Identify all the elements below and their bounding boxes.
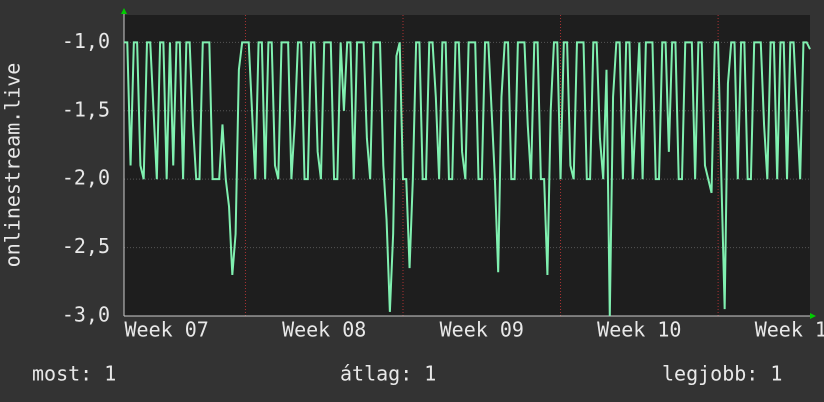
y-tick-label: -2,0 [62,166,110,190]
y-axis-label: onlinestream.live [1,63,25,268]
x-tick-label: Week 11 [755,318,824,342]
x-tick-label: Week 09 [440,318,524,342]
legend-label: most: [32,362,92,386]
x-tick-label: Week 08 [282,318,366,342]
x-tick-label: Week 07 [125,318,209,342]
y-tick-label: -1,0 [62,29,110,53]
series-line [124,41,811,317]
legend-value: 1 [104,362,116,386]
x-arrow [810,313,816,319]
plot-area [124,15,810,316]
y-tick-label: -2,5 [62,234,110,258]
legend-value: 1 [424,362,436,386]
legend-label: legjobb: [662,362,758,386]
legend-label: átlag: [340,362,412,386]
y-arrow [121,8,127,14]
y-tick-label: -1,5 [62,97,110,121]
y-tick-label: -3,0 [62,303,110,327]
x-tick-label: Week 10 [597,318,681,342]
legend-value: 1 [770,362,782,386]
